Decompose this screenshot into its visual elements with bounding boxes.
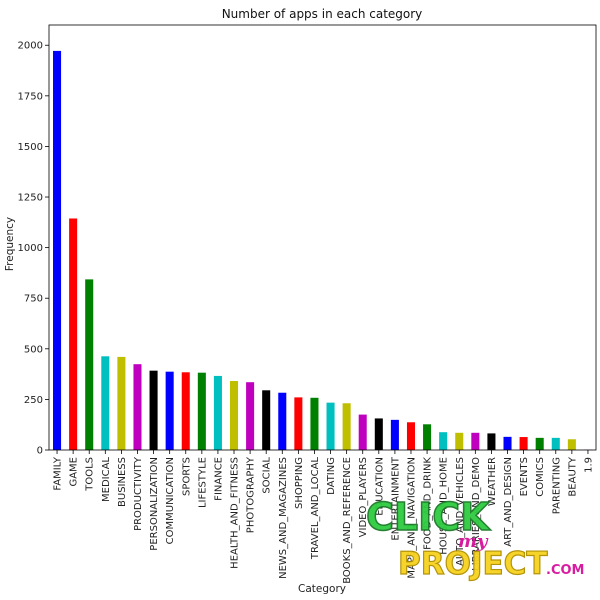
- bar-photography: [246, 382, 255, 450]
- x-tick-label: COMICS: [535, 457, 546, 497]
- bar-video-players: [358, 414, 367, 450]
- y-axis-title: Frequency: [4, 217, 16, 271]
- x-tick-label: MAPS_AND_NAVIGATION: [406, 457, 417, 579]
- x-tick-label: ENTERTAINMENT: [390, 456, 401, 540]
- x-tick-label: PERSONALIZATION: [149, 457, 160, 551]
- x-tick-label: AUTO_AND_VEHICLES: [455, 457, 466, 566]
- bar-finance: [213, 375, 222, 450]
- x-axis: FAMILY GAME TOOLS MEDICAL BUSINESS PRODUCTIVI…: [53, 450, 594, 584]
- bar-parenting: [551, 437, 560, 450]
- bar-dating: [326, 402, 335, 450]
- x-tick-label: SHOPPING: [294, 457, 305, 509]
- bar-comics: [535, 437, 544, 450]
- y-tick-label: 1000: [18, 243, 43, 254]
- bar-sports: [181, 372, 190, 450]
- x-tick-label: EVENTS: [519, 457, 530, 496]
- bar-maps-and-navigation: [406, 422, 416, 450]
- bar-game: [69, 218, 78, 450]
- bar-beauty: [567, 439, 576, 450]
- bars: [53, 50, 592, 451]
- y-tick-label: 1750: [18, 91, 43, 102]
- x-tick-label: BOOKS_AND_REFERENCE: [342, 457, 353, 584]
- x-tick-label: TOOLS: [85, 457, 96, 492]
- bar-tools: [85, 279, 94, 450]
- x-tick-label: BUSINESS: [117, 457, 128, 507]
- x-tick-label: COMMUNICATION: [165, 457, 176, 544]
- x-tick-label: LIFESTYLE: [197, 457, 208, 508]
- x-tick-label: ART_AND_DESIGN: [503, 457, 514, 547]
- bar-art-and-design: [503, 436, 512, 450]
- x-tick-label: FOOD_AND_DRINK: [423, 457, 434, 550]
- x-tick-label: SOCIAL: [262, 457, 273, 494]
- bar-house-and-home: [439, 432, 448, 450]
- y-tick-label: 1250: [18, 193, 43, 204]
- x-tick-label: SPORTS: [181, 457, 192, 496]
- x-tick-label: MEDICAL: [101, 457, 112, 502]
- x-tick-label: GAME: [69, 457, 80, 487]
- x-tick-label: NEWS_AND_MAGAZINES: [278, 457, 289, 579]
- y-tick-label: 0: [37, 446, 43, 457]
- x-tick-label: HOUSE_AND_HOME: [439, 457, 450, 555]
- y-tick-label: 750: [24, 294, 43, 305]
- bar-productivity: [133, 364, 142, 450]
- x-tick-label: WEATHER: [487, 457, 498, 506]
- y-tick-label: 250: [24, 395, 43, 406]
- x-tick-label: EDUCATION: [374, 457, 385, 516]
- x-tick-label: BEAUTY: [567, 456, 578, 496]
- y-tick-label: 1500: [18, 142, 43, 153]
- bar-auto-and-vehicles: [455, 432, 464, 450]
- bar-shopping: [294, 397, 303, 450]
- bar-libraries-and-demo: [471, 432, 480, 450]
- x-tick-label: PHOTOGRAPHY: [246, 456, 257, 533]
- bar-events: [519, 437, 528, 450]
- watermark-click-text: CLICK: [366, 495, 491, 539]
- x-tick-label: FINANCE: [213, 457, 224, 501]
- plot-frame: [48, 24, 597, 451]
- y-tick-label: 500: [24, 344, 43, 355]
- x-tick-label: 1.9: [583, 457, 594, 473]
- x-tick-label: PARENTING: [551, 457, 562, 514]
- x-axis-title: Category: [298, 583, 346, 595]
- y-axis: 0 250 500 750 1000 1250 1500 1750 2000: [18, 41, 49, 457]
- bar-communication: [165, 371, 174, 450]
- watermark-project-text: PROJECT: [398, 546, 548, 582]
- x-tick-label: PRODUCTIVITY: [133, 456, 144, 531]
- x-tick-label: DATING: [326, 457, 337, 495]
- bar-health-and-fitness: [229, 380, 239, 450]
- watermark-suffix-text: .COM: [546, 563, 584, 578]
- y-tick-label: 2000: [18, 41, 43, 52]
- watermark-logo: CLICK my PROJECT .COM: [365, 494, 584, 582]
- x-tick-label: HEALTH_AND_FITNESS: [230, 457, 241, 569]
- bar-books-and-reference: [342, 403, 351, 450]
- bar-family: [53, 50, 62, 451]
- x-tick-label: LIBRARIES_AND_DEMO: [471, 457, 482, 571]
- bar-social: [262, 390, 271, 450]
- bar-travel-and-local: [310, 397, 319, 450]
- bar-entertainment: [390, 419, 399, 450]
- bar-business: [117, 356, 126, 450]
- x-tick-label: FAMILY: [53, 456, 64, 490]
- bar-weather: [487, 433, 496, 450]
- x-tick-label: VIDEO_PLAYERS: [358, 457, 369, 537]
- bar-personalization: [149, 370, 158, 450]
- watermark-my-text: my: [458, 531, 489, 552]
- bar-news-and-magazines: [278, 392, 287, 450]
- bar-education: [374, 418, 383, 450]
- bar-lifestyle: [197, 372, 206, 450]
- x-tick-label: TRAVEL_AND_LOCAL: [310, 457, 321, 561]
- chart-title: Number of apps in each category: [222, 7, 423, 21]
- bar-food-and-drink: [423, 424, 432, 450]
- bar-medical: [101, 356, 110, 450]
